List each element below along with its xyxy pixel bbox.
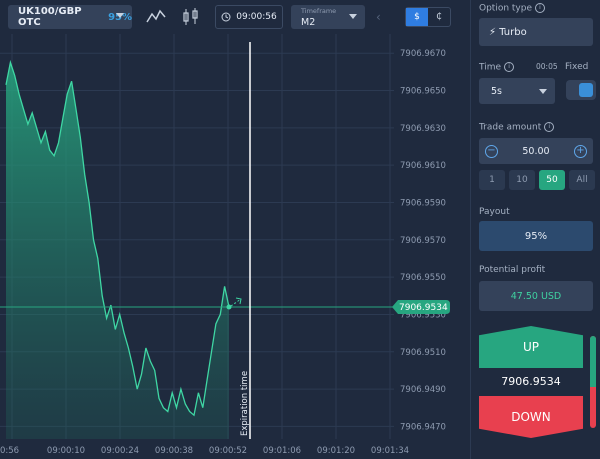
current-price-tag: 7906.9534	[392, 299, 450, 314]
candles-icon[interactable]	[180, 6, 202, 28]
preset-button[interactable]: 10	[509, 170, 535, 190]
x-tick-label: 09:00:38	[155, 446, 193, 456]
line-chart-icon[interactable]	[145, 6, 167, 28]
clock-icon	[221, 12, 231, 22]
y-tick-label: 7906.9510	[400, 348, 446, 358]
x-tick-label: 09:01:34	[371, 446, 409, 456]
potential-profit-value: 47.50 USD	[479, 281, 593, 311]
preset-button[interactable]: 1	[479, 170, 505, 190]
time-label: Time i	[479, 62, 515, 73]
asset-name: UK100/GBP OTC	[18, 6, 82, 28]
y-tick-label: 7906.9610	[400, 161, 446, 171]
trade-amount-value: 50.00	[522, 145, 550, 157]
trade-amount-field[interactable]: − 50.00 +	[479, 138, 593, 164]
price-line	[5, 59, 230, 417]
payout-value: 95%	[479, 221, 593, 251]
timer-display: 09:00:56	[215, 5, 283, 29]
payout-label: Payout	[479, 207, 510, 217]
trend-arrow-icon	[230, 297, 242, 307]
info-icon[interactable]: i	[544, 122, 555, 132]
potential-profit-label: Potential profit	[479, 265, 546, 275]
preset-button[interactable]: 50	[539, 170, 565, 190]
x-tick-label: 09:00:52	[209, 446, 247, 456]
currency-alt[interactable]: ₵	[436, 12, 442, 22]
timer-value: 09:00:56	[236, 12, 277, 22]
trade-panel: Option type i ⚡ Turbo Time i 00:05 Fixed 5…	[470, 0, 600, 459]
down-button[interactable]: DOWN	[479, 396, 583, 438]
price-chart[interactable]: 7906.9670 7906.9650 7906.9630 7906.9610 7906…	[0, 34, 470, 459]
timeframe-select[interactable]: Timeframe M2	[291, 5, 365, 29]
plus-icon[interactable]: +	[574, 145, 587, 158]
y-tick-label: 7906.9570	[400, 236, 446, 246]
current-price: 7906.9534	[501, 374, 561, 388]
currency-usd[interactable]: $	[406, 8, 428, 26]
y-tick-label: 7906.9630	[400, 124, 446, 134]
sentiment-up-fill	[590, 336, 596, 387]
y-tick-label: 7906.9490	[400, 385, 446, 395]
y-tick-label: 7906.9590	[400, 198, 446, 208]
current-price-value: 7906.9534	[399, 303, 448, 313]
chevron-left-icon[interactable]: ‹	[376, 10, 381, 24]
preset-button[interactable]: All	[569, 170, 595, 190]
toggle-knob	[579, 83, 593, 97]
chevron-down-icon	[539, 89, 547, 94]
y-tick-label: 7906.9650	[400, 87, 446, 97]
top-toolbar: UK100/GBP OTC 95% 09:00:56 Timeframe M2 …	[0, 0, 470, 34]
time-countdown: 00:05	[536, 62, 558, 71]
currency-toggle[interactable]: $ ₵	[405, 7, 451, 27]
y-tick-label: 7906.9530	[400, 310, 446, 320]
asset-select[interactable]: UK100/GBP OTC 95%	[8, 5, 132, 29]
chevron-down-icon	[349, 14, 357, 19]
info-icon[interactable]: i	[504, 62, 515, 72]
minus-icon[interactable]: −	[485, 145, 498, 158]
price-area	[6, 62, 229, 439]
price-end-dot	[226, 304, 232, 310]
option-type-select[interactable]: ⚡ Turbo	[479, 18, 593, 46]
fixed-toggle[interactable]	[566, 80, 596, 100]
time-select[interactable]: 5s	[479, 78, 555, 104]
chevron-down-icon	[116, 13, 124, 18]
x-tick-label: 09:01:20	[317, 446, 355, 456]
y-tick-label: 7906.9670	[400, 49, 446, 59]
info-icon[interactable]: i	[535, 3, 546, 13]
x-tick-label: 09:00:10	[47, 446, 85, 456]
timeframe-label: Timeframe	[301, 7, 337, 15]
y-tick-label: 7906.9550	[400, 273, 446, 283]
x-tick-label: 0:56	[0, 446, 19, 456]
expiration-label: Expiration time	[240, 371, 250, 436]
time-value: 5s	[491, 85, 502, 97]
option-type-label: Option type i	[479, 3, 546, 14]
up-button[interactable]: UP	[479, 326, 583, 368]
sentiment-bar	[590, 336, 596, 428]
y-tick-label: 7906.9470	[400, 422, 446, 432]
trade-amount-label: Trade amount i	[479, 122, 555, 133]
fixed-label: Fixed	[565, 62, 589, 72]
timeframe-value: M2	[301, 17, 316, 28]
x-tick-label: 09:00:24	[101, 446, 139, 456]
x-tick-label: 09:01:06	[263, 446, 301, 456]
